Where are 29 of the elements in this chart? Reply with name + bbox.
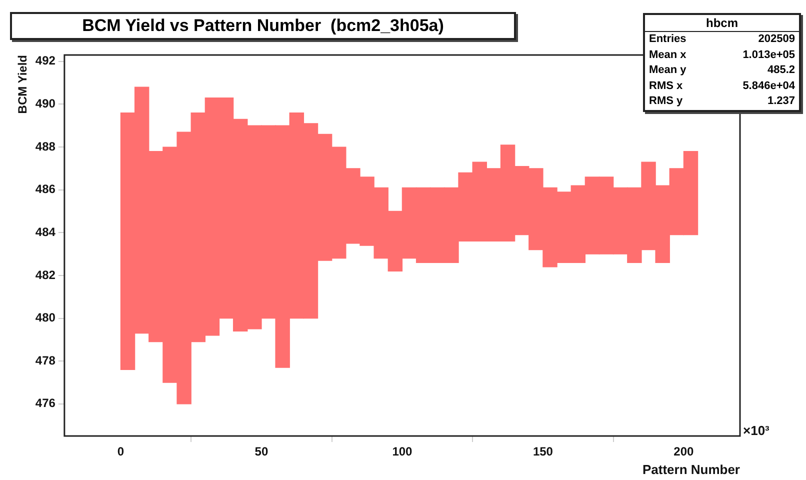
annotation: RMS x [649, 78, 683, 94]
text: 5.846e+04 [742, 78, 795, 94]
y-tick-label: 486 [35, 182, 56, 196]
text: 202509 [758, 32, 795, 47]
y-tick-label: 488 [35, 139, 56, 154]
x-tick-label: 150 [532, 444, 554, 459]
text: 1.237 [767, 94, 795, 109]
y-tick-label: 490 [35, 96, 56, 111]
text: Entries [649, 32, 686, 47]
chart-title: BCM Yield vs Pattern Number (bcm2_3h05a) [10, 12, 516, 40]
y-tick-label: 492 [35, 54, 56, 68]
x-axis-title: Pattern Number [642, 462, 740, 477]
y-axis-title: BCM Yield [16, 55, 30, 114]
text: 1.013e+05 [742, 48, 795, 62]
annotation: RMS y [649, 94, 683, 109]
x-tick-label: 100 [392, 444, 413, 459]
y-tick-label: 482 [35, 268, 56, 282]
annotation: Mean x [649, 48, 686, 62]
text: ×10³ [743, 423, 770, 438]
text: hbcm [645, 15, 799, 32]
x-tick-label: 200 [674, 444, 694, 459]
y-tick-label: 484 [35, 224, 56, 239]
y-tick-label: 478 [35, 353, 56, 368]
y-tick-label: 480 [35, 310, 56, 325]
text: 485.2 [767, 63, 795, 78]
annotation: Mean y [649, 63, 686, 78]
x-tick-label: 0 [117, 444, 124, 459]
x-tick-label: 50 [254, 444, 268, 459]
y-tick-label: 476 [35, 396, 56, 410]
